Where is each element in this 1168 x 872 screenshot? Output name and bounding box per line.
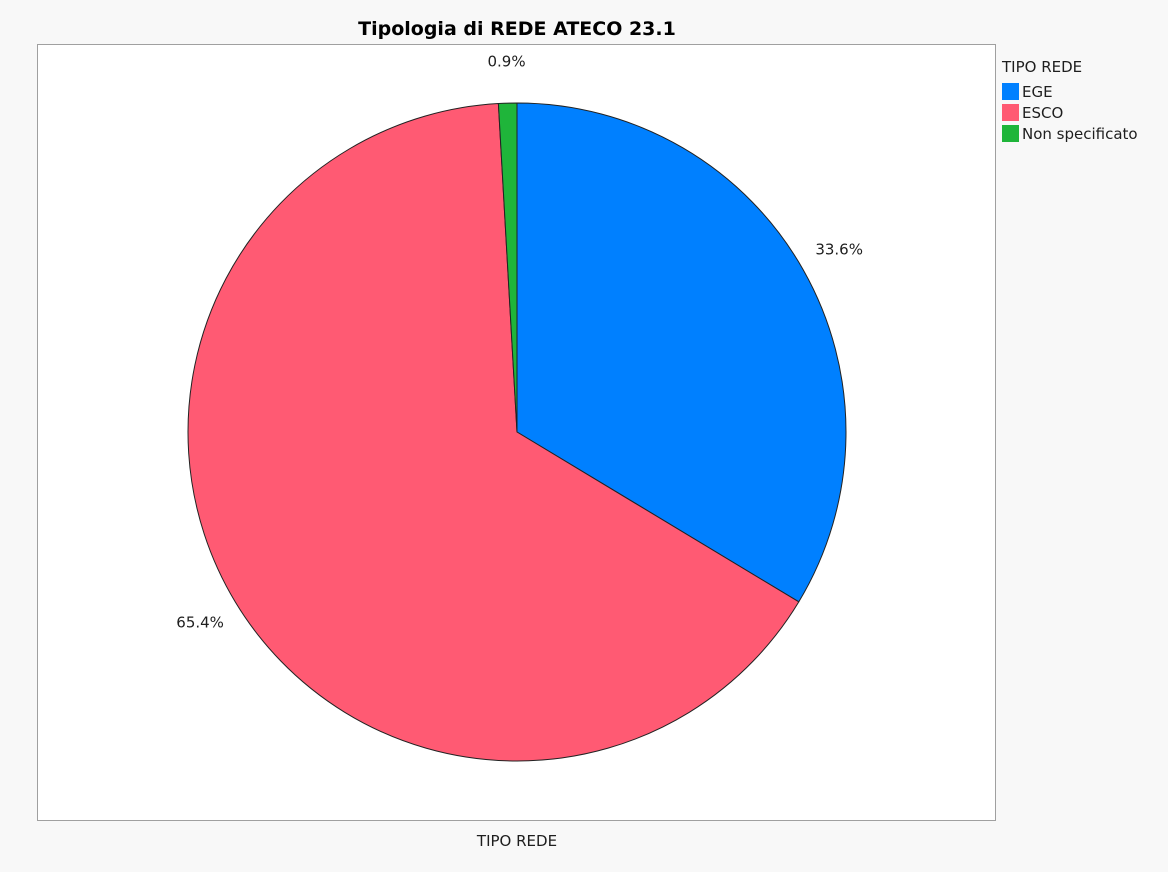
legend-label: Non specificato	[1022, 124, 1138, 143]
slice-label-esco: 65.4%	[176, 614, 224, 632]
legend: TIPO REDE EGE ESCO Non specificato	[1002, 58, 1138, 144]
legend-item-esco: ESCO	[1002, 102, 1138, 123]
slice-label-ege: 33.6%	[815, 241, 863, 259]
legend-label: EGE	[1022, 82, 1053, 101]
legend-title: TIPO REDE	[1002, 58, 1083, 76]
x-axis-label: TIPO REDE	[476, 832, 558, 850]
legend-swatch	[1002, 83, 1019, 100]
pie-slice-ege	[516, 102, 847, 603]
legend-swatch	[1002, 104, 1019, 121]
slice-label-non-specificato: 0.9%	[487, 53, 525, 71]
legend-item-non-specificato: Non specificato	[1002, 123, 1138, 144]
legend-swatch	[1002, 125, 1019, 142]
pie-slice-non-specificato	[497, 102, 518, 433]
legend-item-ege: EGE	[1002, 81, 1138, 102]
chart-title: Tipologia di REDE ATECO 23.1	[358, 18, 676, 40]
pie-slice-esco	[187, 102, 800, 762]
legend-label: ESCO	[1022, 103, 1064, 122]
